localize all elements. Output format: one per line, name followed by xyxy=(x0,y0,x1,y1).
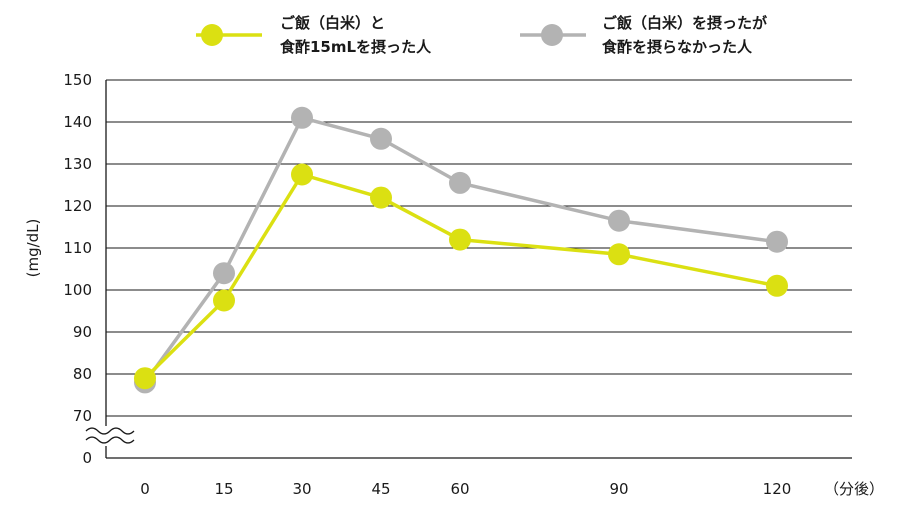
data-point xyxy=(213,262,235,285)
legend-label: ご飯（白米）を摂ったが xyxy=(602,14,768,32)
x-tick-label: 0 xyxy=(140,480,150,498)
x-tick-label: 90 xyxy=(609,480,628,498)
y-tick-label: 140 xyxy=(63,113,92,131)
axes xyxy=(84,80,135,458)
y-tick-label: 130 xyxy=(63,155,92,173)
axis-break-icon xyxy=(84,426,135,446)
y-tick-label: 0 xyxy=(82,449,92,467)
y-tick-label: 120 xyxy=(63,197,92,215)
series-with-vinegar xyxy=(134,163,788,390)
data-point xyxy=(766,274,788,297)
data-point xyxy=(766,230,788,253)
y-tick-label: 150 xyxy=(63,71,92,89)
data-point xyxy=(449,171,471,194)
series-layer xyxy=(134,106,788,394)
x-tick-label: 15 xyxy=(214,480,233,498)
data-point xyxy=(449,228,471,251)
legend-marker xyxy=(541,24,563,46)
data-point xyxy=(608,243,630,266)
data-point xyxy=(608,209,630,232)
series-line xyxy=(143,172,778,380)
data-point xyxy=(370,127,392,150)
x-axis-unit-label: （分後） xyxy=(824,480,884,498)
data-point xyxy=(291,163,313,186)
y-axis-title: (mg/dL) xyxy=(24,219,42,278)
legend-marker xyxy=(201,24,223,46)
y-tick-label: 90 xyxy=(73,323,92,341)
y-tick-label: 100 xyxy=(63,281,92,299)
y-tick-label: 110 xyxy=(63,239,92,257)
y-tick-label: 80 xyxy=(73,365,92,383)
legend-label: 食酢を摂らなかった人 xyxy=(602,38,753,56)
data-point xyxy=(291,106,313,129)
data-point xyxy=(213,289,235,312)
data-point xyxy=(134,367,156,390)
tick-labels: 0 70 80 90 100 110 120 130 140 150 0 15 30 45 60 90 120 xyxy=(63,71,791,498)
data-point xyxy=(370,186,392,209)
x-tick-label: 45 xyxy=(371,480,390,498)
x-tick-label: 60 xyxy=(450,480,469,498)
x-tick-label: 120 xyxy=(763,480,792,498)
x-tick-label: 30 xyxy=(292,480,311,498)
grid-lines xyxy=(106,79,852,459)
y-tick-label: 70 xyxy=(73,407,92,425)
legend-label: ご飯（白米）と xyxy=(280,14,385,32)
legend-label: 食酢15mLを摂った人 xyxy=(280,38,432,56)
